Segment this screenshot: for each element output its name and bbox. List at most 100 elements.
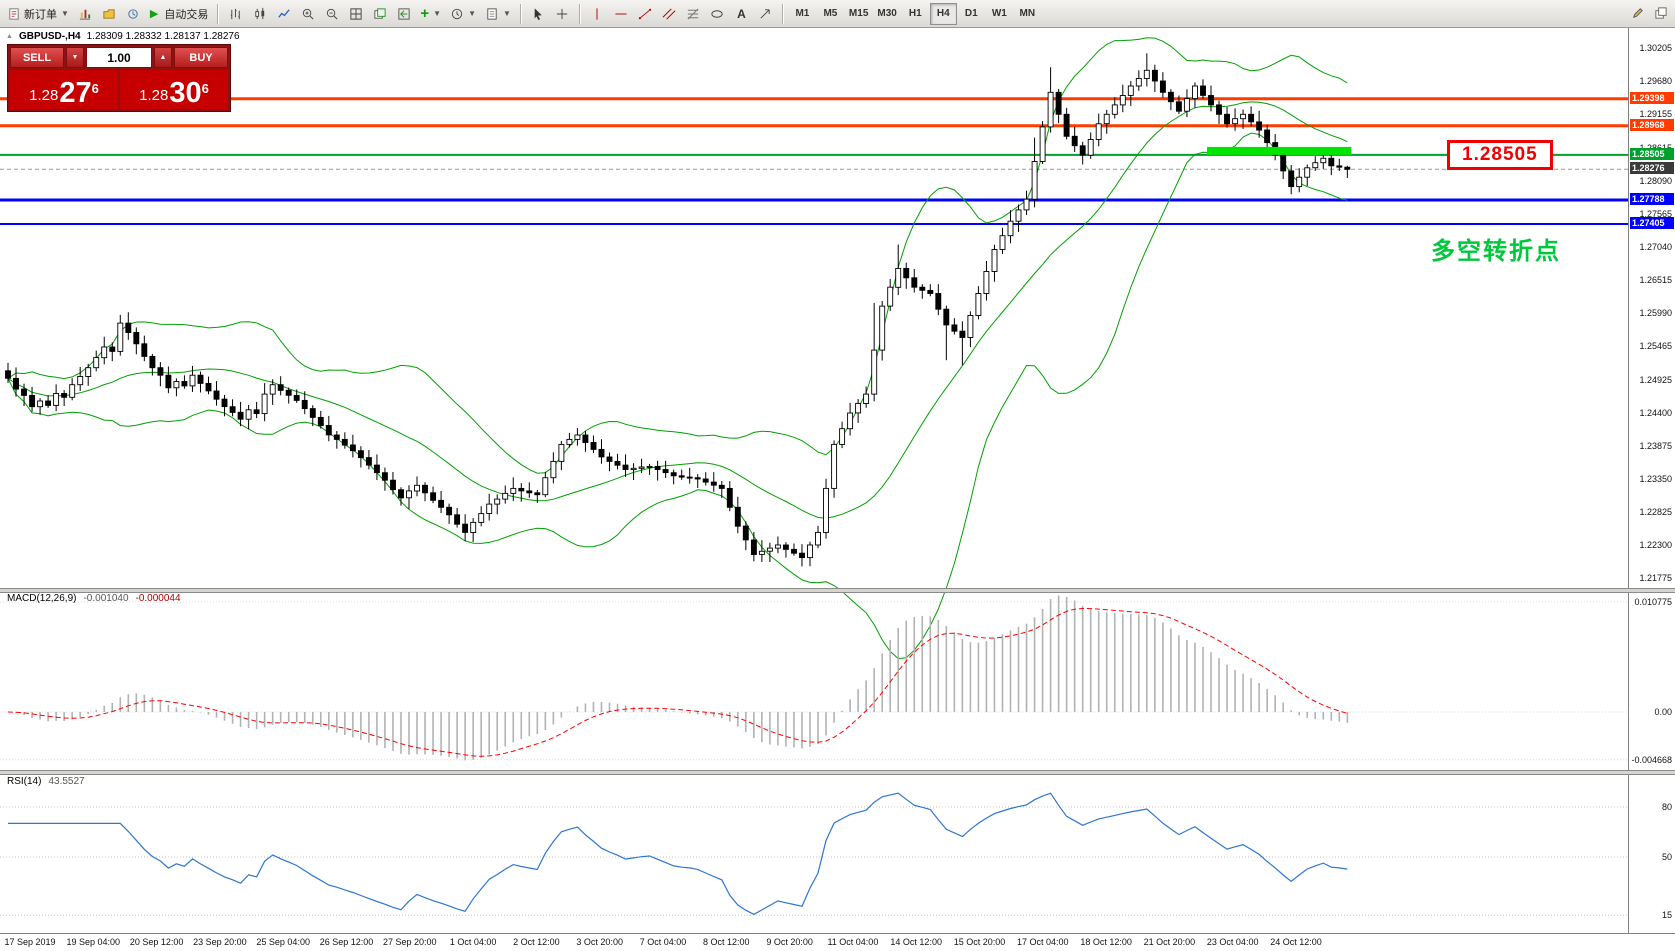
price-callout-box[interactable]: 1.28505 <box>1447 140 1553 170</box>
zoom-in-button[interactable] <box>296 3 319 25</box>
price-level-chip[interactable]: 1.27788 <box>1630 192 1674 205</box>
time-axis-label: 19 Sep 04:00 <box>66 937 121 947</box>
time-axis-label: 20 Sep 12:00 <box>129 937 184 947</box>
shapes-button[interactable] <box>706 3 729 25</box>
time-axis-label: 11 Oct 04:00 <box>827 937 879 947</box>
price-axis-label: 0.010775 <box>1634 597 1672 607</box>
autotrading-play-icon: ▶ <box>149 8 159 20</box>
vertical-line-button[interactable] <box>586 3 609 25</box>
price-level-chip[interactable]: 1.27405 <box>1630 217 1674 230</box>
text-button[interactable]: A <box>730 3 753 25</box>
price-level-chip[interactable]: 1.29398 <box>1630 91 1674 104</box>
price-level-chip[interactable]: 1.28505 <box>1630 147 1674 160</box>
time-axis-label: 15 Oct 20:00 <box>953 937 1006 947</box>
price-axis-label: 0.00 <box>1654 707 1672 717</box>
price-level-chip[interactable]: 1.28276 <box>1630 162 1674 175</box>
price-axis-label: 1.24925 <box>1639 374 1672 385</box>
profiles-button[interactable] <box>98 3 121 25</box>
cascade-windows-button[interactable] <box>368 3 391 25</box>
rsi-label: RSI(14) <box>7 776 42 787</box>
trendline-button[interactable] <box>634 3 657 25</box>
volume-input[interactable]: 1.00 <box>86 47 152 68</box>
crosshair-button[interactable] <box>551 3 574 25</box>
cascade-windows-icon <box>373 7 387 21</box>
autotrading-button[interactable]: ▶ 自动交易 <box>146 3 212 25</box>
macd-main-value: -0.001040 <box>83 593 129 604</box>
new-chart-button[interactable] <box>74 3 97 25</box>
timeframe-w1-button[interactable]: W1 <box>986 3 1013 25</box>
new-order-button[interactable]: 新订单 ▼ <box>3 3 73 25</box>
price-axis-label: 1.21775 <box>1639 573 1672 583</box>
chart-bars-button[interactable] <box>224 3 247 25</box>
volume-increase-button[interactable]: ▲ <box>154 47 172 68</box>
toolbar-separator <box>578 3 581 24</box>
periods-button[interactable]: ▼ <box>446 3 480 25</box>
horizontal-line-button[interactable] <box>610 3 633 25</box>
cursor-button[interactable] <box>527 3 550 25</box>
timeframe-m30-button[interactable]: M30 <box>873 3 900 25</box>
autotrading-label-text: 自动交易 <box>164 8 209 21</box>
chart-line-button[interactable] <box>272 3 295 25</box>
price-axis[interactable]: 1.302051.296801.291551.286151.280901.275… <box>1628 27 1675 934</box>
price-axis-label: 1.25990 <box>1639 308 1672 318</box>
fibonacci-icon <box>686 7 700 21</box>
arrange-windows-button[interactable] <box>392 3 415 25</box>
price-axis-label: 1.28090 <box>1639 175 1672 186</box>
rsi-panel-separator[interactable] <box>0 770 1675 775</box>
timeframe-h4-button[interactable]: H4 <box>929 2 957 25</box>
chart-candles-button[interactable] <box>248 3 271 25</box>
channel-button[interactable] <box>658 3 681 25</box>
price-level-chip[interactable]: 1.28968 <box>1630 118 1674 131</box>
zoom-out-icon <box>325 7 339 21</box>
price-axis-label: 1.27565 <box>1639 208 1672 219</box>
time-axis-label: 26 Sep 12:00 <box>319 937 374 947</box>
buy-price-button[interactable]: 1.28 30 6 <box>120 70 228 109</box>
ellipse-icon <box>710 7 724 21</box>
refresh-button[interactable] <box>122 3 145 25</box>
timeframe-m5-button[interactable]: M5 <box>817 3 844 25</box>
timeframe-d1-button[interactable]: D1 <box>958 3 985 25</box>
pencil-icon <box>1631 6 1645 20</box>
volume-decrease-button[interactable]: ▼ <box>66 47 84 68</box>
sell-price-button[interactable]: 1.28 27 6 <box>10 70 118 109</box>
timeframe-h1-button[interactable]: H1 <box>902 3 929 25</box>
macd-label: MACD(12,26,9) <box>7 593 77 604</box>
price-axis-label: 1.27040 <box>1639 241 1672 252</box>
objects-button[interactable] <box>1649 2 1672 24</box>
line-chart-icon <box>277 7 291 21</box>
chevron-down-icon: ▼ <box>433 9 442 18</box>
timeframe-m1-button[interactable]: M1 <box>789 3 816 25</box>
buy-price-base: 1.28 <box>139 87 169 104</box>
time-axis-label: 27 Sep 20:00 <box>383 937 437 947</box>
tile-windows-button[interactable] <box>344 3 367 25</box>
timeframe-mn-button[interactable]: MN <box>1014 3 1041 25</box>
price-axis-label: 15 <box>1661 910 1672 921</box>
buy-button[interactable]: BUY <box>174 47 228 68</box>
rsi-value: 43.5527 <box>48 776 85 787</box>
price-axis-label: 1.22825 <box>1639 506 1672 517</box>
templates-button[interactable]: ▼ <box>481 3 515 25</box>
template-icon <box>485 7 499 21</box>
time-axis-label: 14 Oct 12:00 <box>890 937 942 947</box>
edit-button[interactable] <box>1626 2 1649 24</box>
time-axis[interactable]: 17 Sep 2019 19 Sep 04:00 20 Sep 12:00 23 Se… <box>0 933 1675 951</box>
arrows-button[interactable] <box>754 3 777 25</box>
macd-panel-separator[interactable] <box>0 588 1675 593</box>
new-order-label: 新订单 <box>24 8 57 21</box>
fibonacci-button[interactable] <box>682 3 705 25</box>
sell-button[interactable]: SELL <box>10 47 64 68</box>
time-axis-label: 18 Oct 12:00 <box>1080 937 1132 947</box>
symbol-info-line: ▲ GBPUSD-,H4 1.28309 1.28332 1.28137 1.2… <box>6 31 240 42</box>
note-text[interactable]: 多空转折点 <box>1431 238 1561 265</box>
zoom-out-button[interactable] <box>320 3 343 25</box>
ohlc-values: 1.28309 1.28332 1.28137 1.28276 <box>86 31 240 42</box>
indicators-button[interactable]: + ▼ <box>416 3 445 25</box>
timeframe-m15-button[interactable]: M15 <box>845 3 872 25</box>
price-axis-label: 1.26515 <box>1639 274 1672 285</box>
chevron-down-icon: ▼ <box>503 9 511 18</box>
collapse-arrow-icon[interactable]: ▲ <box>6 33 13 40</box>
price-axis-label: 1.23875 <box>1639 440 1672 451</box>
vertical-line-icon <box>590 7 604 21</box>
text-icon: A <box>737 6 746 21</box>
